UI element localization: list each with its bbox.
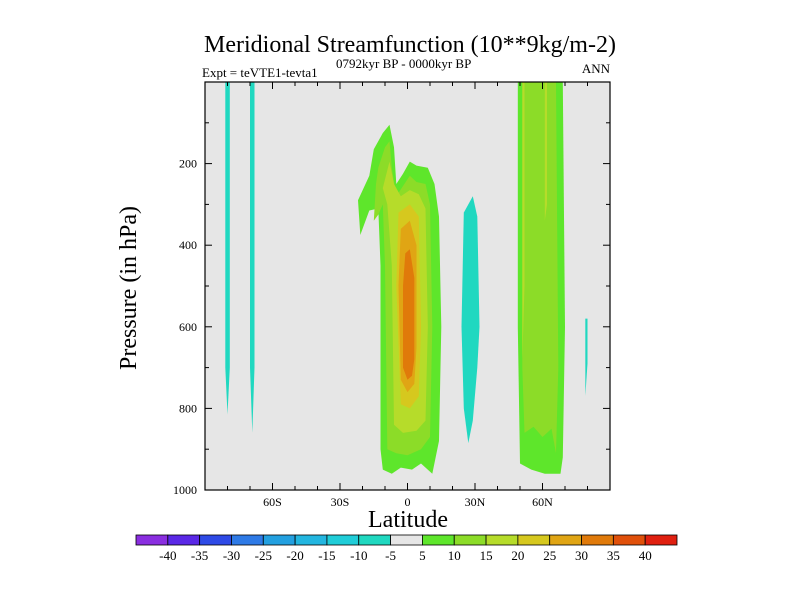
colorbar-swatch	[485, 534, 519, 546]
colorbar-swatch	[612, 534, 646, 546]
y-tick-label: 1000	[173, 483, 197, 497]
y-tick-label: 400	[179, 238, 197, 252]
colorbar-label: -40	[159, 548, 176, 563]
colorbar-swatch	[358, 534, 391, 546]
colorbar-label: 20	[511, 548, 524, 563]
x-tick-label: 0	[405, 495, 411, 509]
y-tick-label: 200	[179, 157, 197, 171]
colorbar-label: 30	[575, 548, 588, 563]
colorbar-swatch	[326, 534, 360, 546]
colorbar-label: -10	[350, 548, 367, 563]
contour-layer	[225, 82, 588, 474]
colorbar-swatch	[390, 534, 423, 546]
colorbar-label: -35	[191, 548, 208, 563]
x-tick-label: 30N	[465, 495, 486, 509]
contour-region-12	[522, 82, 559, 454]
colorbar-swatch	[167, 534, 201, 546]
x-tick-label: 60N	[532, 495, 553, 509]
colorbar-swatch	[581, 534, 614, 546]
y-axis-label: Pressure (in hPa)	[116, 206, 142, 370]
colorbar-swatch	[422, 534, 455, 546]
x-tick-label: 30S	[331, 495, 350, 509]
colorbar-swatch	[549, 534, 582, 546]
contour-region-3	[461, 196, 480, 444]
colorbar-label: -20	[286, 548, 303, 563]
y-tick-label: 800	[179, 401, 197, 415]
contour-region-4	[585, 318, 588, 397]
colorbar-swatch	[135, 534, 169, 546]
colorbar-swatch	[517, 534, 551, 546]
y-tick-label: 600	[179, 320, 197, 334]
chart-title: Meridional Streamfunction (10**9kg/m-2)	[204, 32, 616, 58]
colorbar-label: 35	[607, 548, 620, 563]
contour-region-10	[403, 249, 415, 380]
colorbar-label: 25	[543, 548, 556, 563]
colorbar-swatch	[453, 534, 487, 546]
colorbar-label: -30	[223, 548, 240, 563]
axis-ticks: 60S 30S 0 30N 60N 200 400 600 800 1000	[173, 82, 611, 509]
x-axis-label: Latitude	[368, 507, 448, 533]
colorbar-label: -15	[318, 548, 335, 563]
colorbar-swatch	[231, 534, 264, 546]
colorbar-label: 40	[639, 548, 652, 563]
season-label: ANN	[582, 61, 611, 76]
colorbar-swatch	[262, 534, 296, 546]
colorbar-label: -5	[385, 548, 396, 563]
x-tick-label: 60S	[263, 495, 282, 509]
period-label: 0792kyr BP - 0000kyr BP	[336, 56, 471, 71]
colorbar: -40 -35 -30 -25 -20 -15 -10 -5 5 10 15 20 25 30 35 40	[135, 534, 678, 563]
contour-region-14	[544, 82, 547, 221]
colorbar-swatch	[294, 534, 328, 546]
colorbar-label: -25	[255, 548, 272, 563]
colorbar-swatch	[199, 534, 232, 546]
colorbar-swatch	[644, 534, 678, 546]
contour-region-2	[250, 82, 255, 433]
contour-region-13	[522, 82, 525, 360]
colorbar-label: 15	[480, 548, 493, 563]
contour-region-1	[225, 82, 230, 415]
colorbar-label: 10	[448, 548, 461, 563]
experiment-label: Expt = teVTE1-tevta1	[202, 65, 318, 80]
colorbar-label: 5	[419, 548, 426, 563]
